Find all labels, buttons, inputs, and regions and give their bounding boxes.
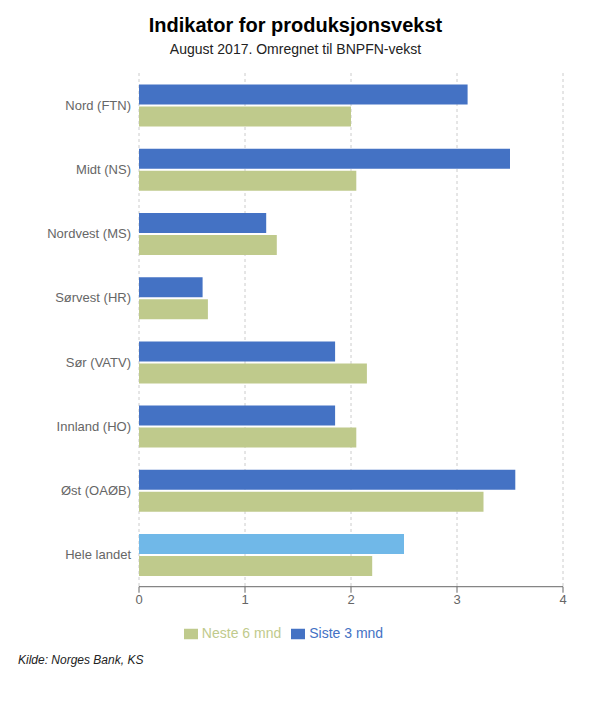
svg-text:Nordvest (MS): Nordvest (MS) (47, 226, 131, 241)
svg-text:2: 2 (347, 592, 354, 607)
html-text:Neste 6 mnd: Neste 6 mnd (201, 624, 282, 641)
svg-text:3: 3 (453, 592, 460, 607)
svg-text:Sør (VATV): Sør (VATV) (66, 355, 131, 370)
svg-text:Innland (HO): Innland (HO) (57, 419, 131, 434)
svg-text:Midt (NS): Midt (NS) (76, 162, 131, 177)
svg-text:Nord (FTN): Nord (FTN) (65, 98, 131, 113)
svg-text:1: 1 (241, 592, 248, 607)
html-text:Siste 3 mnd: Siste 3 mnd (309, 624, 384, 641)
svg-text:4: 4 (559, 592, 566, 607)
svg-text:0: 0 (135, 592, 142, 607)
html-text:August 2017. Omregnet til BNPF: August 2017. Omregnet til BNPFN-vekst (169, 41, 422, 57)
svg-text:Sørvest (HR): Sørvest (HR) (55, 290, 131, 305)
svg-text:Hele landet: Hele landet (65, 547, 131, 562)
html-text:Kilde: Norges Bank, KS: Kilde: Norges Bank, KS (18, 653, 144, 667)
svg-text:Øst (OAØB): Øst (OAØB) (61, 483, 131, 498)
html-text:Indikator for produksjonsvekst: Indikator for produksjonsvekst (148, 14, 443, 36)
